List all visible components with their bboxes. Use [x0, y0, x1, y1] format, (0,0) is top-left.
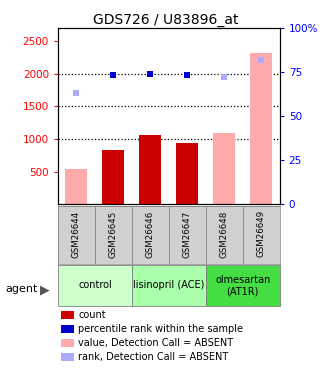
Bar	[206, 265, 280, 306]
Text: GSM26648: GSM26648	[220, 210, 229, 258]
Bar	[243, 206, 280, 264]
Text: GSM26644: GSM26644	[72, 210, 81, 258]
Bar	[95, 206, 132, 264]
Text: agent: agent	[5, 285, 37, 294]
Bar	[58, 206, 95, 264]
Bar	[250, 53, 272, 204]
Text: olmesartan
(AT1R): olmesartan (AT1R)	[215, 274, 270, 296]
Text: percentile rank within the sample: percentile rank within the sample	[78, 324, 243, 334]
Text: GDS726 / U83896_at: GDS726 / U83896_at	[93, 13, 238, 27]
Bar	[58, 265, 132, 306]
Text: GSM26647: GSM26647	[183, 210, 192, 258]
Bar	[213, 133, 235, 204]
Text: lisinopril (ACE): lisinopril (ACE)	[133, 280, 205, 290]
Text: control: control	[78, 280, 112, 290]
Bar	[102, 150, 124, 204]
Bar	[139, 135, 162, 204]
Text: ▶: ▶	[40, 283, 50, 296]
Text: count: count	[78, 310, 106, 320]
Bar	[132, 206, 169, 264]
Bar	[206, 206, 243, 264]
Bar	[65, 169, 87, 204]
Bar	[169, 206, 206, 264]
Text: value, Detection Call = ABSENT: value, Detection Call = ABSENT	[78, 338, 234, 348]
Text: GSM26645: GSM26645	[109, 210, 118, 258]
Bar	[132, 265, 206, 306]
Text: GSM26649: GSM26649	[257, 210, 266, 258]
Text: GSM26646: GSM26646	[146, 210, 155, 258]
Bar	[176, 143, 198, 204]
Text: rank, Detection Call = ABSENT: rank, Detection Call = ABSENT	[78, 352, 229, 362]
